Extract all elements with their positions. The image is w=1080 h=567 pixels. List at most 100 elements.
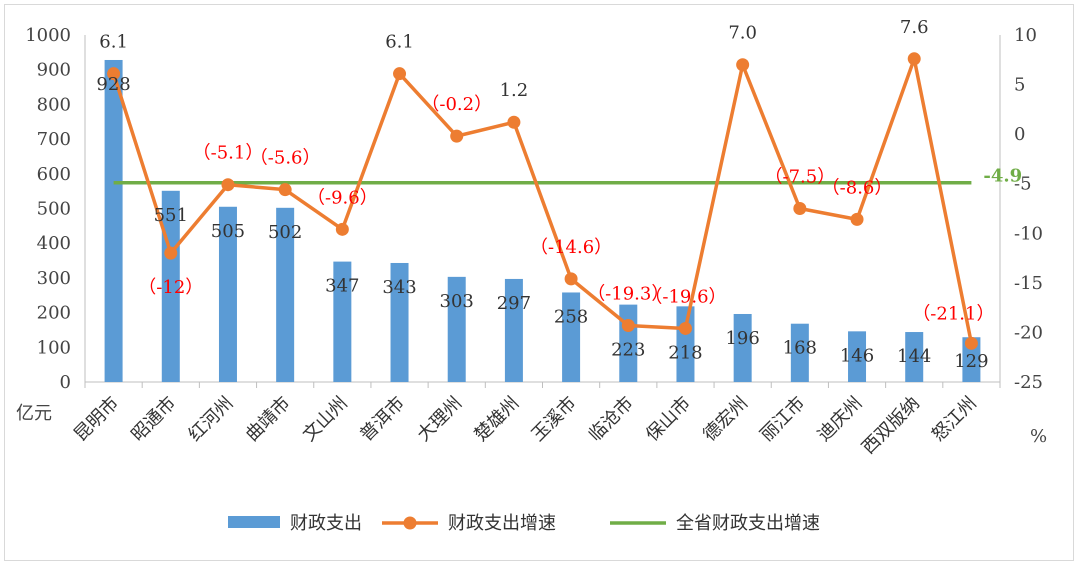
growth-value-label: 1.2 [500,80,529,101]
growth-marker [850,212,864,226]
bar-value-label: 297 [497,293,531,314]
bar-value-label: 129 [954,351,988,372]
growth-marker [793,202,807,215]
x-category-label: 普洱市 [356,393,409,446]
bar-fiscal-expenditure [390,262,409,382]
bar-value-label: 146 [840,345,874,366]
growth-value-label: （-7.5） [764,167,835,188]
y-left-tick-label: 200 [37,303,71,324]
growth-marker [107,67,121,81]
y-left-unit: 亿元 [16,403,52,424]
growth-value-label: （-21.1） [912,303,994,324]
y-right-tick-label: 0 [1014,124,1025,145]
growth-value-label: 6.1 [385,32,414,53]
bar-value-label: 218 [668,342,702,363]
x-category-label: 曲靖市 [242,393,295,446]
x-category-label: 丽江市 [756,393,809,446]
y-left-tick-label: 0 [60,372,71,393]
y-left-tick-label: 900 [37,60,71,81]
bar-value-label: 343 [382,277,416,298]
growth-value-label: （-9.6） [307,187,378,208]
x-category-label: 文山州 [299,393,352,446]
x-category-label: 玉溪市 [528,393,581,446]
y-right-tick-label: -10 [1014,223,1043,244]
growth-value-label: （-0.2） [421,94,492,115]
y-left-tick-label: 300 [37,268,71,289]
y-right-tick-label: -15 [1014,273,1043,294]
growth-marker [221,178,235,192]
y-right-tick-label: 10 [1014,25,1037,46]
growth-marker [278,183,292,197]
y-left-tick-label: 700 [37,129,71,150]
growth-marker [736,58,750,72]
bar-fiscal-expenditure [905,332,924,382]
growth-marker [907,52,921,66]
growth-value-label: 7.6 [900,17,929,38]
y-left-tick-label: 100 [37,337,71,358]
growth-value-label: （-8.6） [822,177,893,198]
y-right-tick-label: -5 [1014,174,1032,195]
x-category-label: 红河州 [184,393,237,446]
bar-fiscal-expenditure [276,207,295,382]
bar-value-label: 258 [554,306,588,327]
growth-marker [678,321,692,335]
bar-fiscal-expenditure [504,278,523,382]
y-right-tick-label: 5 [1014,75,1025,96]
bar-value-label: 303 [440,291,474,312]
bar-fiscal-expenditure [733,313,752,382]
bar-value-label: 928 [96,74,130,95]
x-category-label: 大理州 [413,393,466,446]
growth-marker [564,272,578,286]
growth-value-label: 7.0 [728,23,757,44]
growth-marker [393,67,407,81]
growth-marker [964,336,978,350]
growth-value-label: （-12） [138,277,203,298]
legend-swatch-bar [228,516,280,528]
legend-label-provincial: 全省财政支出增速 [676,513,820,534]
growth-line [111,57,974,344]
bar-fiscal-expenditure [962,337,981,382]
bar-fiscal-expenditure [218,206,237,382]
bar-fiscal-expenditure [104,59,123,382]
legend-swatch-growth-marker [403,516,417,530]
y-right-tick-label: -25 [1014,372,1043,393]
y-right-tick-label: -20 [1014,322,1043,343]
bar-value-label: 168 [783,338,817,359]
bar-value-label: 551 [154,205,188,226]
x-category-label: 楚雄州 [470,393,523,446]
growth-value-label: （-19.6） [644,286,726,307]
bar-fiscal-expenditure [848,331,867,382]
growth-marker [335,222,349,236]
bar-value-label: 347 [325,276,359,297]
x-category-label: 德宏州 [699,393,752,446]
x-category-label: 怒江州 [928,393,981,446]
bar-fiscal-expenditure [333,261,352,382]
x-category-label: 迪庆州 [814,393,867,446]
y-left-tick-label: 400 [37,233,71,254]
growth-value-label: （-19.3） [587,283,669,304]
y-left-tick-label: 600 [37,164,71,185]
x-category-label: 西双版纳 [858,393,924,459]
growth-marker [507,115,521,129]
legend-label-bar: 财政支出 [290,513,362,534]
y-left-tick-label: 500 [37,199,71,220]
x-category-label: 保山市 [642,393,695,446]
growth-value-label: （-5.1） [193,143,264,164]
x-category-label: 临沧市 [585,393,638,446]
x-category-label: 昆明市 [70,393,123,446]
bar-fiscal-expenditure [562,292,581,382]
growth-marker [450,129,464,143]
growth-marker [164,246,178,260]
bar-value-label: 505 [211,221,245,242]
growth-value-label: 6.1 [99,32,128,53]
growth-value-label: （-14.6） [530,237,612,258]
growth-value-label: （-5.6） [250,148,321,169]
provincial-growth-label: -4.9 [983,166,1022,187]
chart-frame [4,4,1074,561]
y-right-unit: % [1030,426,1047,447]
y-left-tick-label: 800 [37,94,71,115]
bar-value-label: 223 [611,339,645,360]
legend-label-growth: 财政支出增速 [448,513,556,534]
bar-fiscal-expenditure [447,276,466,382]
